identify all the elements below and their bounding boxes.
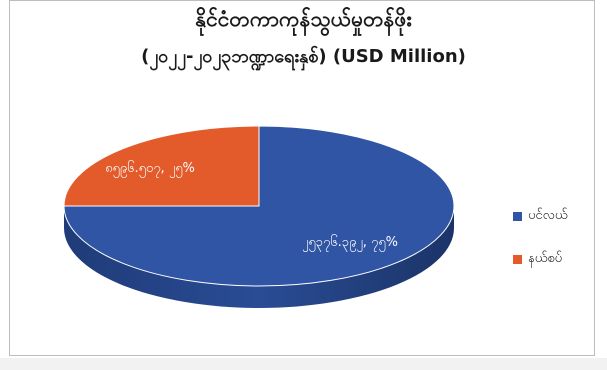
legend-item-border: နယ်စပ် bbox=[513, 250, 562, 269]
pie-slice-sea bbox=[63, 125, 455, 287]
chart-title: နိုင်ငံတကာကုန်သွယ်မှုတန်ဖိုး bbox=[195, 7, 412, 31]
legend-swatch-sea bbox=[513, 212, 522, 221]
bottom-strip bbox=[0, 358, 607, 370]
legend-swatch-border bbox=[513, 255, 522, 264]
pie-side-sea bbox=[64, 206, 454, 308]
data-label-sea: ၂၅၃၇၆.၃၉၂, ၇၅% bbox=[302, 234, 398, 252]
data-label-border: ၈၅၉၆.၅၀၇, ၂၅% bbox=[105, 160, 195, 178]
pie-slice-border bbox=[63, 125, 260, 207]
legend-label-sea: ပင်လယ် bbox=[528, 208, 568, 223]
legend-item-sea: ပင်လယ် bbox=[513, 207, 567, 226]
chart-subtitle: (၂၀၂၂-၂၀၂၃ဘဏ္ဍာရေးနှစ်) (USD Million) bbox=[141, 46, 466, 67]
legend-label-border: နယ်စပ် bbox=[528, 251, 563, 266]
